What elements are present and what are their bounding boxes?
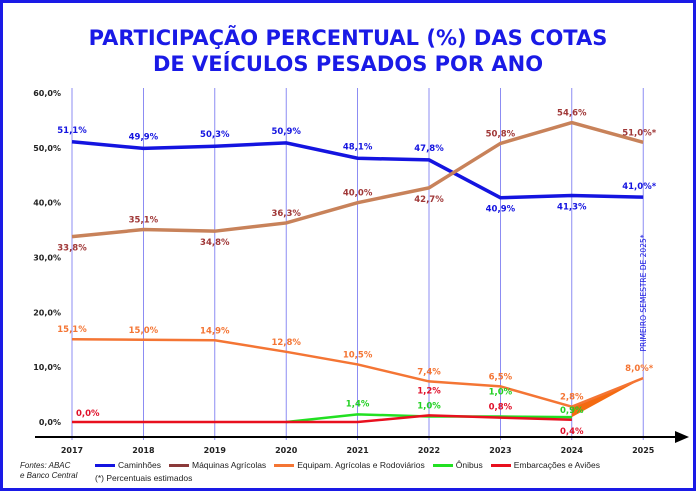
legend-label: Máquinas Agrícolas xyxy=(192,460,267,470)
data-label: 12,8% xyxy=(271,338,301,348)
y-tick-label: 20,0% xyxy=(33,308,61,317)
data-label: 42,7% xyxy=(414,195,444,205)
legend: Caminhões Máquinas Agrícolas Equipam. Agrí… xyxy=(95,459,685,484)
legend-swatch xyxy=(490,463,511,467)
data-label: 48,1% xyxy=(343,142,373,152)
data-label: 47,8% xyxy=(414,144,444,154)
y-tick-label: 60,0% xyxy=(33,89,61,98)
data-label: 40,9% xyxy=(486,205,516,215)
y-tick-label: 10,0% xyxy=(33,363,61,372)
data-label: 50,9% xyxy=(271,127,301,137)
legend-label: Caminhões xyxy=(118,460,161,470)
plot-area: 2017 2018 2019 2020 2021 2022 2023 2024 2025 0,0%… xyxy=(33,88,689,455)
data-label: 51,1% xyxy=(57,126,87,136)
source-line: e Banco Central xyxy=(20,471,78,480)
data-label: 7,4% xyxy=(417,367,441,377)
data-label: 50,8% xyxy=(486,129,516,139)
x-tick-label: 2020 xyxy=(275,446,298,455)
x-tick-label: 2025 xyxy=(632,446,655,455)
title-line-2: DE VEÍCULOS PESADOS POR ANO xyxy=(152,52,544,76)
y-tick-label: 30,0% xyxy=(33,254,61,263)
x-tick-label: 2024 xyxy=(561,446,584,455)
x-tick-label: 2017 xyxy=(61,446,83,455)
data-label: 2,8% xyxy=(560,393,584,403)
sources: Fontes: ABAC e Banco Central xyxy=(20,461,77,481)
x-tick-label: 2023 xyxy=(489,446,511,455)
annotation-semester: PRIMEIRO SEMESTRE DE 2025* xyxy=(639,234,648,351)
data-label: 36,3% xyxy=(271,209,301,219)
y-tick-label: 50,0% xyxy=(33,144,61,153)
data-label: 1,2% xyxy=(417,386,441,396)
title-line-1: PARTICIPAÇÃO PERCENTUAL (%) DAS COTAS xyxy=(88,26,608,50)
legend-item: Caminhões xyxy=(95,459,161,471)
chart-title: PARTICIPAÇÃO PERCENTUAL (%) DAS COTAS DE… xyxy=(3,25,693,77)
data-label: 35,1% xyxy=(129,216,159,226)
series-line-4 xyxy=(72,414,572,424)
legend-swatch xyxy=(95,463,115,467)
data-label: 41,3% xyxy=(557,203,587,213)
legend-label: Embarcações e Aviões xyxy=(513,460,601,470)
data-label: 41,0%* xyxy=(622,182,656,192)
data-label: 6,5% xyxy=(489,372,513,382)
data-label: 0,8% xyxy=(489,403,513,413)
data-label: 8,0%* xyxy=(625,364,654,374)
data-label: 1,0% xyxy=(489,388,513,398)
legend-item: Embarcações e Aviões xyxy=(490,459,601,471)
x-tick-label: 2018 xyxy=(132,446,155,455)
data-label: 33,8% xyxy=(57,244,87,254)
x-tick-label: 2022 xyxy=(418,446,440,455)
y-tick-label: 40,0% xyxy=(33,199,61,208)
x-axis-arrow xyxy=(675,431,689,443)
data-label: 14,9% xyxy=(200,326,230,336)
legend-item: Equipam. Agrícolas e Rodoviários xyxy=(274,459,425,471)
legend-label: Ônibus xyxy=(455,460,483,470)
legend-label: Equipam. Agrícolas e Rodoviários xyxy=(297,460,425,470)
data-label: 0,0% xyxy=(76,409,100,419)
source-line: Fontes: ABAC xyxy=(20,461,71,470)
data-label: 51,0%* xyxy=(622,128,656,138)
x-tick-label: 2021 xyxy=(346,446,369,455)
legend-item: Ônibus xyxy=(432,459,483,471)
data-label: 15,0% xyxy=(129,326,159,336)
data-label: 50,3% xyxy=(200,130,230,140)
legend-swatch xyxy=(274,463,295,467)
data-label: 1,0% xyxy=(417,402,441,412)
data-label: 49,9% xyxy=(129,132,159,142)
data-label: 40,0% xyxy=(343,189,373,199)
data-label: 54,6% xyxy=(557,109,587,119)
data-label: 0,9% xyxy=(560,406,584,416)
data-label: 1,4% xyxy=(346,399,370,409)
legend-swatch xyxy=(432,463,453,467)
data-label: 0,4% xyxy=(560,427,584,437)
data-label: 15,1% xyxy=(57,325,87,335)
legend-item: Máquinas Agrícolas xyxy=(169,459,266,471)
y-tick-label: 0,0% xyxy=(39,418,61,427)
data-label: 10,5% xyxy=(343,350,373,360)
legend-note: (*) Percentuais estimados xyxy=(95,473,193,483)
legend-swatch xyxy=(169,463,189,467)
x-tick-label: 2019 xyxy=(204,446,227,455)
data-label: 34,8% xyxy=(200,238,230,248)
estimate-wedge xyxy=(571,378,644,418)
